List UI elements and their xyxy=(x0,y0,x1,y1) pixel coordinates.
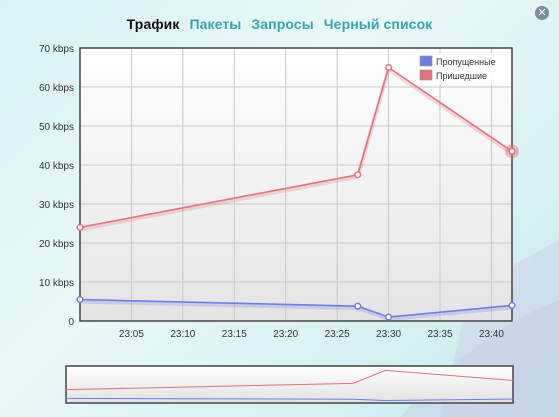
overview-line-dropped xyxy=(65,397,514,402)
y-tick-label: 40 kbps xyxy=(39,161,74,172)
data-point[interactable] xyxy=(508,301,516,309)
close-icon[interactable]: ✕ xyxy=(535,6,549,20)
legend-label: Пропущенные xyxy=(436,57,496,67)
legend-swatch xyxy=(419,55,433,67)
y-tick-label: 30 kbps xyxy=(39,200,74,211)
x-tick-label: 23:10 xyxy=(170,329,195,340)
x-tick-label: 23:05 xyxy=(119,329,144,340)
x-tick-label: 23:20 xyxy=(273,329,298,340)
x-tick-label: 23:40 xyxy=(479,329,504,340)
data-point[interactable] xyxy=(385,313,393,321)
highlighted-point[interactable] xyxy=(508,147,516,155)
series-shadow xyxy=(79,299,513,322)
data-point[interactable] xyxy=(354,302,362,310)
data-point[interactable] xyxy=(76,296,84,304)
x-tick-label: 23:15 xyxy=(222,329,247,340)
tab-requests[interactable]: Запросы xyxy=(251,16,314,32)
y-tick-label: 10 kbps xyxy=(39,278,74,289)
y-tick-label: 20 kbps xyxy=(39,239,74,250)
x-tick-label: 23:30 xyxy=(376,329,401,340)
y-tick-label: 60 kbps xyxy=(39,83,74,94)
tab-bar: Трафик Пакеты Запросы Черный список xyxy=(0,16,559,32)
tab-traffic[interactable]: Трафик xyxy=(126,16,180,32)
tab-packets[interactable]: Пакеты xyxy=(189,16,242,32)
tab-blacklist[interactable]: Черный список xyxy=(323,16,433,32)
data-point[interactable] xyxy=(354,171,362,179)
legend-label: Пришедшие xyxy=(436,71,487,81)
y-tick-label: 0 xyxy=(68,317,74,328)
plot-frame xyxy=(79,47,513,322)
y-tick-label: 50 kbps xyxy=(39,122,74,133)
legend-swatch xyxy=(419,69,433,81)
y-tick-label: 70 kbps xyxy=(39,44,74,55)
series-line-incoming xyxy=(79,66,513,229)
data-point[interactable] xyxy=(385,63,393,72)
overview-line-incoming xyxy=(65,369,514,391)
x-tick-label: 23:35 xyxy=(427,329,452,340)
data-point[interactable] xyxy=(76,223,84,231)
series-line-dropped xyxy=(79,298,513,318)
x-tick-label: 23:25 xyxy=(325,329,350,340)
